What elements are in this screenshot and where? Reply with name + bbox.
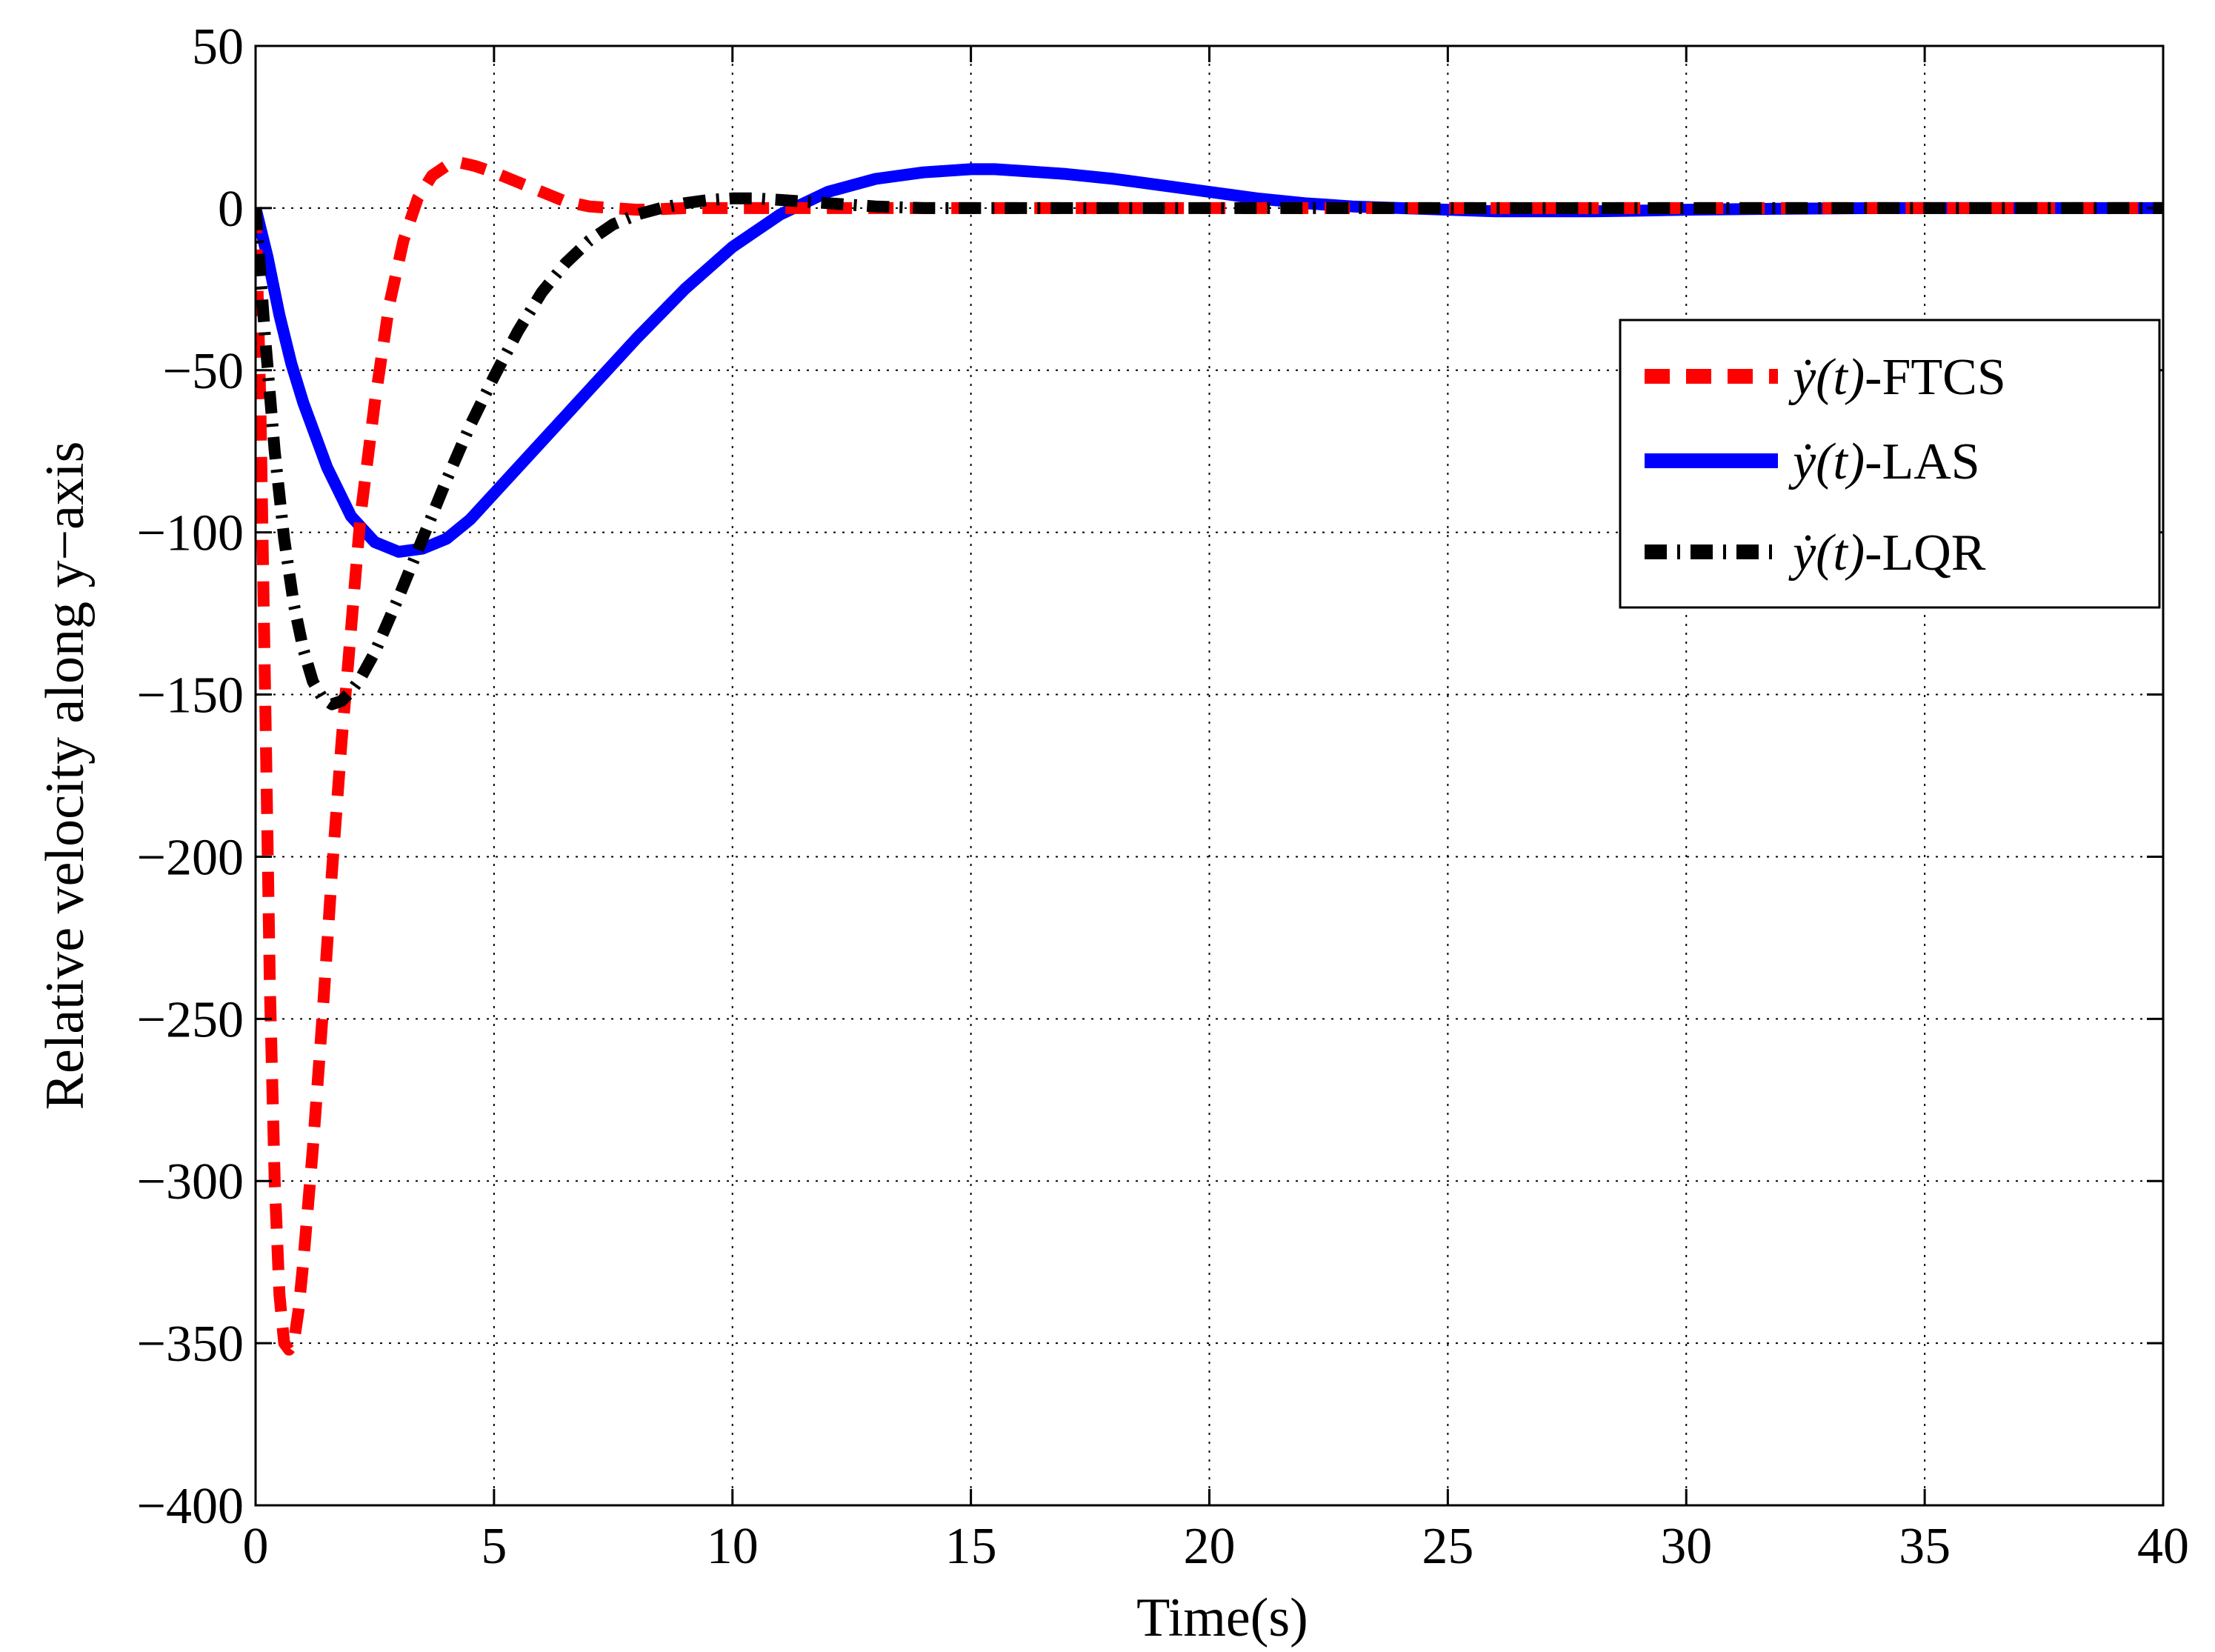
y-tick-label: −300 [137,1153,244,1210]
legend-label-las: -LAS [1865,433,1980,490]
y-tick-label: −400 [137,1478,244,1535]
svg-text:ẏ(t)-FTCS: ẏ(t)-FTCS [1788,349,2006,406]
y-tick-label: 0 [218,181,244,238]
y-tick-label: −100 [137,505,244,562]
legend-entry-lqr: ẏ(t)-LQR [1645,524,1986,582]
y-tick-label: −150 [137,667,244,725]
x-tick-label: 30 [1660,1518,1712,1575]
x-axis-label: Time(s) [1136,1588,1308,1648]
legend: ẏ(t)-FTCS ẏ(t)-LAS ẏ(t)-LQR [1619,319,2161,609]
grid [256,46,2163,1505]
legend-math-ftcs: ẏ(t) [1788,349,1865,406]
y-tick-label: −50 [163,343,244,400]
legend-entry-las: ẏ(t)-LAS [1645,433,1980,490]
y-tick-label: −250 [137,991,244,1048]
x-tick-label: 40 [2137,1518,2189,1575]
x-tick-label: 20 [1184,1518,1236,1575]
series-line-lqr [256,192,2163,710]
x-tick-label: 0 [243,1518,269,1575]
svg-text:ẏ(t)-LQR: ẏ(t)-LQR [1788,524,1986,582]
svg-text:ẏ(t)-LAS: ẏ(t)-LAS [1788,433,1980,490]
x-tick-label: 35 [1899,1518,1951,1575]
x-tick-label: 15 [945,1518,997,1575]
legend-entry-ftcs: ẏ(t)-FTCS [1645,349,2006,406]
legend-math-las: ẏ(t) [1788,433,1865,490]
x-tick-label: 5 [481,1518,507,1575]
y-axis-label: Relative velocity along y−axis [35,442,96,1110]
x-tick-label: 10 [707,1518,759,1575]
legend-label-ftcs: -FTCS [1865,349,2006,406]
legend-math-lqr: ẏ(t) [1788,524,1865,582]
series-layer [256,156,2163,1356]
plot-area: 0 5 10 15 20 25 30 35 40 50 0 −50 −100 −150 −200 −250 −3… [137,19,2189,1575]
x-tick-label: 25 [1422,1518,1473,1575]
y-tick-label: −200 [137,829,244,886]
legend-label-lqr: -LQR [1865,524,1986,582]
y-tick-label: −350 [137,1316,244,1373]
y-tick-label: 50 [192,19,244,76]
tick-labels: 0 5 10 15 20 25 30 35 40 50 0 −50 −100 −150 −200 −250 −3… [137,19,2189,1575]
